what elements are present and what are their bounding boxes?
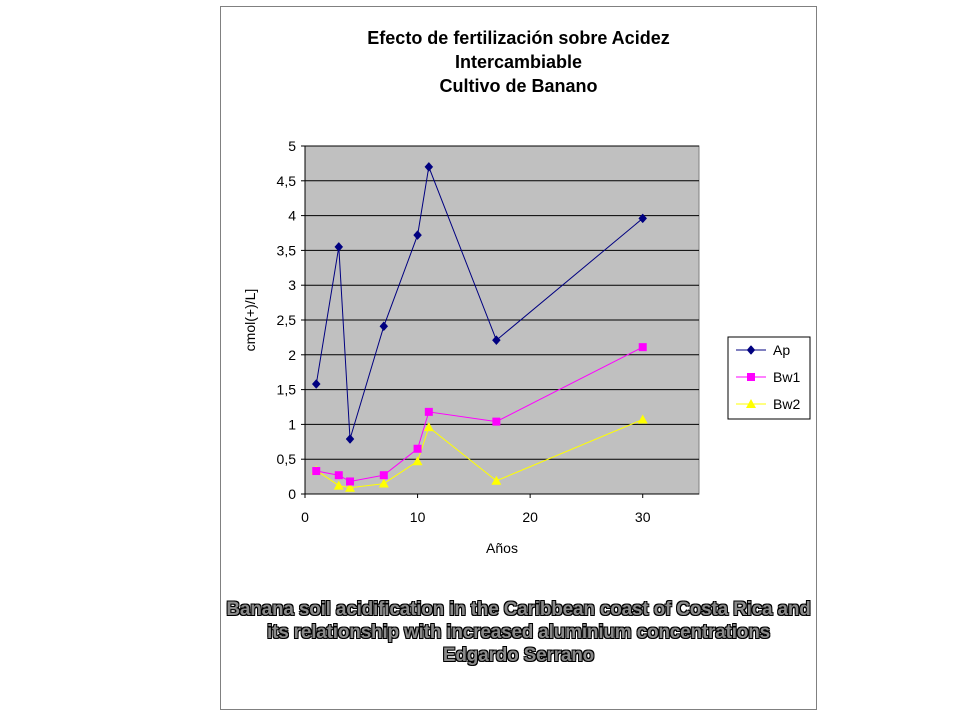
y-tick-label: 1,5 xyxy=(277,382,297,398)
series-ap xyxy=(311,162,648,444)
data-point-ap xyxy=(345,434,355,444)
series-line-ap xyxy=(315,165,644,440)
x-axis-title: Años xyxy=(486,540,518,556)
data-point-ap xyxy=(492,335,501,346)
caption-line-1: Banana soil acidification in the Caribbe… xyxy=(226,599,811,620)
data-point-bw1 xyxy=(346,477,355,486)
legend: Ap Bw1 Bw2 xyxy=(727,336,811,420)
y-tick-label: 3 xyxy=(288,277,296,293)
data-point-bw1 xyxy=(638,343,647,352)
data-point-bw2 xyxy=(412,456,423,466)
chart-title-line-1: Efecto de fertilización sobre Acidez xyxy=(367,28,670,48)
data-point-ap xyxy=(334,242,344,252)
y-tick-label: 0,5 xyxy=(277,451,297,467)
series-bw1 xyxy=(312,343,647,486)
y-tick-label: 4,5 xyxy=(277,173,297,189)
chart-title-line-3: Cultivo de Banano xyxy=(439,76,598,96)
series-bw2 xyxy=(311,414,648,492)
x-tick-label: 20 xyxy=(522,509,538,525)
y-tick-label: 5 xyxy=(288,138,296,154)
data-point-bw2 xyxy=(378,478,389,488)
data-point-ap xyxy=(379,321,389,332)
chart-title-line-2: Intercambiable xyxy=(454,52,583,72)
legend-label-ap: Ap xyxy=(773,342,790,358)
caption: Banana soil acidification in the Caribbe… xyxy=(220,598,817,667)
y-tick-label: 2,5 xyxy=(277,312,297,328)
data-point-ap xyxy=(638,213,648,224)
y-axis-title: cmol(+)/L] xyxy=(242,289,258,352)
data-point-ap xyxy=(413,230,422,240)
data-point-bw1 xyxy=(492,417,501,426)
legend-marker-ap xyxy=(746,345,756,355)
y-tick-label: 1 xyxy=(288,416,296,432)
legend-label-bw1: Bw1 xyxy=(773,369,800,385)
caption-line-2: its relationship with increased aluminiu… xyxy=(267,622,770,643)
data-point-bw2 xyxy=(333,480,344,490)
chart-title: Efecto de fertilización sobre Acidez Int… xyxy=(220,26,817,98)
data-point-ap xyxy=(424,162,434,172)
data-point-bw2 xyxy=(637,414,648,424)
x-tick-label: 0 xyxy=(301,509,309,525)
data-point-bw1 xyxy=(413,444,422,453)
y-tick-label: 0 xyxy=(288,486,296,502)
legend-entry-ap: Ap xyxy=(736,342,790,358)
axes: 0 0,5 1 1,5 2 2,5 3 3,5 4 4,5 5 0 10 20 30 xyxy=(277,138,699,525)
legend-box xyxy=(727,336,811,420)
data-point-bw1 xyxy=(334,471,343,480)
legend-entry-bw1: Bw1 xyxy=(736,369,800,385)
data-point-ap xyxy=(311,379,321,389)
legend-entry-bw2: Bw2 xyxy=(736,396,800,412)
gridlines xyxy=(305,145,699,460)
x-tick-label: 10 xyxy=(410,509,426,525)
y-tick-label: 4 xyxy=(288,208,296,224)
data-point-bw2 xyxy=(345,482,356,492)
data-point-bw1 xyxy=(379,471,388,480)
legend-marker-bw2 xyxy=(746,399,756,408)
caption-line-3: Edgardo Serrano xyxy=(442,645,595,666)
data-point-bw2 xyxy=(491,475,502,485)
series-layer xyxy=(311,162,648,492)
x-tick-label: 30 xyxy=(635,509,651,525)
legend-label-bw2: Bw2 xyxy=(773,396,800,412)
data-point-bw1 xyxy=(312,467,321,476)
data-point-bw2 xyxy=(423,422,434,432)
y-tick-label: 3,5 xyxy=(277,242,297,258)
y-tick-label: 2 xyxy=(288,347,296,363)
legend-marker-bw1 xyxy=(747,373,755,381)
data-point-bw1 xyxy=(424,407,433,416)
